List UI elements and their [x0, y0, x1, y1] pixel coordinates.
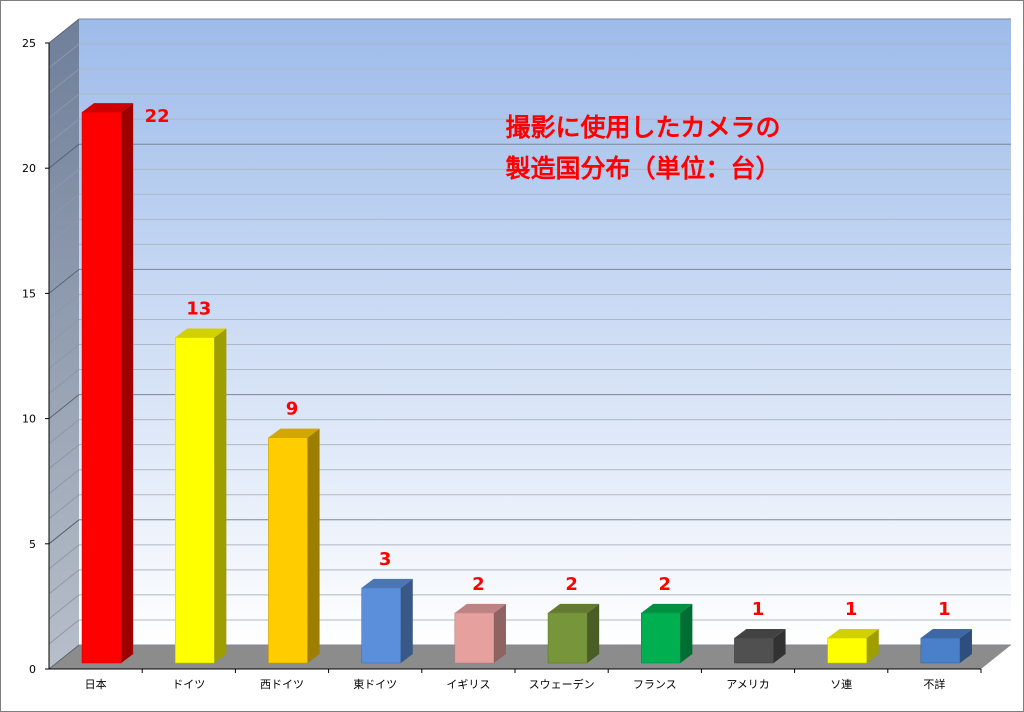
category-label: 日本: [85, 677, 107, 691]
data-label: 9: [286, 399, 299, 420]
category-label: 西ドイツ: [260, 678, 304, 691]
bar-side: [959, 628, 972, 663]
gridline-side: [48, 544, 80, 570]
chart-title-line: 製造国分布（単位：台）: [504, 154, 780, 183]
data-label: 2: [565, 574, 578, 595]
gridline-side: [48, 243, 80, 269]
gridline-side: [48, 569, 80, 595]
bar-front: [640, 612, 681, 664]
data-label: 2: [659, 574, 672, 595]
data-label: 22: [145, 106, 170, 127]
y-tick-label: 0: [29, 663, 36, 676]
bar-side: [307, 428, 320, 663]
gridline-side: [48, 294, 80, 319]
gridline-side: [48, 269, 80, 294]
side-wall: [49, 19, 79, 669]
gridline-side: [48, 494, 80, 520]
category-label: 東ドイツ: [353, 678, 397, 691]
category-label: 不詳: [923, 677, 945, 691]
gridline-side: [48, 93, 80, 119]
gridline-side: [48, 369, 80, 394]
gridline-side: [48, 218, 80, 244]
gridline-side: [48, 118, 80, 144]
category-label: ソ連: [830, 677, 852, 691]
bar-top: [920, 628, 972, 638]
gridline-side: [48, 444, 80, 470]
y-tick-label: 5: [29, 538, 36, 551]
bar: [174, 328, 227, 664]
gridline-side: [48, 68, 80, 94]
bar-side: [493, 603, 506, 663]
bar: [81, 103, 134, 664]
bar-top: [734, 628, 786, 638]
bar: [640, 603, 693, 664]
bar-top: [641, 603, 693, 613]
data-label: 13: [186, 298, 211, 319]
data-label: 3: [379, 549, 392, 570]
bar-front: [920, 637, 961, 664]
bar-top: [827, 628, 879, 638]
gridline-side: [48, 168, 80, 194]
gridline-side: [48, 43, 80, 69]
gridline-side: [48, 469, 80, 495]
bar: [547, 603, 600, 664]
bar: [920, 628, 972, 664]
bar: [268, 428, 320, 664]
bar-top: [361, 578, 413, 588]
bar-side: [121, 103, 134, 664]
bar-top: [268, 428, 320, 438]
y-tick-label: 25: [22, 37, 36, 50]
bar: [827, 628, 879, 664]
gridline-side: [48, 344, 80, 369]
bar-front: [174, 337, 215, 664]
gridline-side: [48, 193, 80, 219]
bar-top: [454, 603, 506, 613]
bar-front: [827, 637, 868, 664]
bar-front: [547, 612, 588, 664]
chart-title-line: 撮影に使用したカメラの: [505, 113, 780, 142]
bar-top: [175, 328, 227, 338]
bar-top: [548, 603, 600, 613]
bar-front: [734, 637, 774, 664]
bar-front: [268, 437, 308, 664]
bar-front: [81, 111, 122, 664]
gridline-side: [48, 18, 80, 44]
gridline-side: [48, 143, 80, 169]
data-label: 1: [938, 599, 951, 620]
category-label: スウェーデン: [529, 677, 595, 691]
bar-side: [680, 603, 693, 663]
category-label: フランス: [633, 678, 677, 691]
bar: [454, 603, 506, 664]
gridline-side: [48, 519, 80, 545]
bar-side: [400, 578, 413, 663]
y-tick-label: 10: [22, 413, 36, 426]
gridline-side: [48, 594, 80, 620]
bar-front: [361, 587, 402, 664]
category-label: イギリス: [446, 678, 490, 691]
gridline-side: [48, 319, 80, 344]
category-label: ドイツ: [172, 678, 205, 691]
gridline-side: [48, 394, 80, 419]
bar: [361, 578, 413, 664]
bar-top: [82, 103, 134, 113]
bar-side: [866, 628, 879, 663]
gridline-side: [48, 644, 80, 670]
bar: [734, 628, 786, 664]
gridline-side: [48, 619, 80, 645]
y-tick-label: 15: [22, 287, 36, 300]
y-tick-label: 20: [22, 162, 36, 175]
bar-side: [773, 628, 786, 663]
category-label: アメリカ: [726, 678, 769, 691]
data-label: 1: [845, 599, 858, 620]
bar-front: [454, 612, 495, 664]
data-label: 1: [752, 599, 765, 620]
bar-side: [214, 328, 227, 663]
bar-side: [587, 603, 600, 663]
data-label: 2: [472, 574, 485, 595]
gridline-side: [48, 419, 80, 445]
